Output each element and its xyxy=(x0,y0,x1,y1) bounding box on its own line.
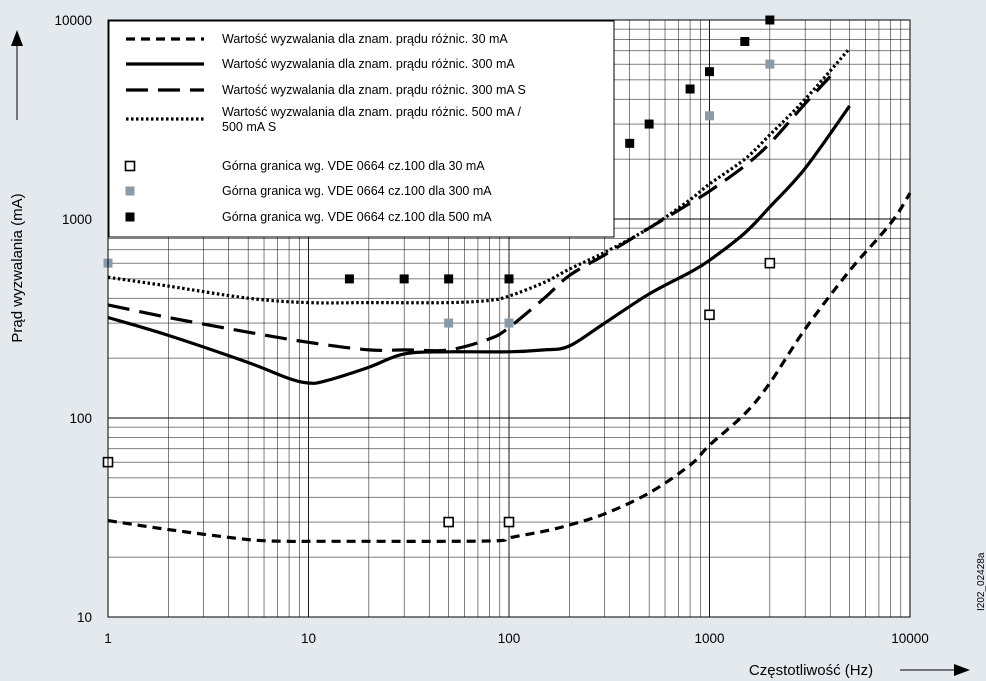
x-tick-label: 1000 xyxy=(694,631,724,646)
y-tick-label: 10 xyxy=(77,610,92,625)
series-point-6 xyxy=(444,274,454,284)
series-point-4 xyxy=(704,309,715,321)
series-point-5 xyxy=(765,59,775,69)
x-tick-label: 1 xyxy=(104,631,112,646)
ticks: 1 10 100 1000 10000 10 100 1000 10000 xyxy=(54,13,928,646)
y-tick-label: 1000 xyxy=(62,212,92,227)
x-tick-label: 100 xyxy=(498,631,521,646)
series-point-6 xyxy=(344,274,354,284)
legend-label: Wartość wyzwalania dla znam. prądu różni… xyxy=(222,32,508,46)
legend-label: Wartość wyzwalania dla znam. prądu różni… xyxy=(222,57,515,71)
legend-swatch xyxy=(125,212,135,222)
series-point-6 xyxy=(705,67,714,77)
legend: Wartość wyzwalania dla znam. prądu różni… xyxy=(108,20,615,238)
series-point-6 xyxy=(399,274,409,284)
series-point-4 xyxy=(443,516,454,528)
y-axis-title: Prąd wyzwalania (mA) xyxy=(9,30,26,343)
x-tick-label: 10000 xyxy=(891,631,929,646)
legend-label: Wartość wyzwalania dla znam. prądu różni… xyxy=(222,83,526,97)
series-point-5 xyxy=(444,318,454,328)
x-axis-arrow-icon xyxy=(954,664,970,676)
x-axis-title: Częstotliwość (Hz) xyxy=(749,662,970,679)
legend-swatch xyxy=(125,186,135,196)
series-point-6 xyxy=(685,84,695,94)
legend-swatch xyxy=(124,160,136,172)
y-axis-label: Prąd wyzwalania (mA) xyxy=(9,193,26,342)
y-axis-arrow-icon xyxy=(11,30,23,46)
x-axis-label: Częstotliwość (Hz) xyxy=(749,662,873,679)
series-line-1 xyxy=(107,104,851,385)
figure-code-label: I202_02428a xyxy=(976,552,986,611)
legend-label: Górna granica wg. VDE 0664 cz.100 dla 30… xyxy=(222,159,485,173)
legend-label: Górna granica wg. VDE 0664 cz.100 dla 30… xyxy=(222,184,492,198)
legend-label-line2: 500 mA S xyxy=(222,120,276,134)
legend-box xyxy=(108,20,615,238)
series-point-6 xyxy=(504,274,514,284)
y-tick-label: 100 xyxy=(69,411,92,426)
plot-border xyxy=(107,19,911,618)
y-tick-label: 10000 xyxy=(54,13,92,28)
series-point-4 xyxy=(764,257,776,269)
series-line-0 xyxy=(107,192,912,544)
series-line-2 xyxy=(107,75,832,353)
legend-label: Górna granica wg. VDE 0664 cz.100 dla 50… xyxy=(222,210,492,224)
series-point-6 xyxy=(740,36,750,46)
series-point-6 xyxy=(625,138,635,148)
series-point-6 xyxy=(644,119,654,129)
series-point-4 xyxy=(503,516,515,528)
legend-label: Wartość wyzwalania dla znam. prądu różni… xyxy=(222,105,521,119)
series-layer xyxy=(107,47,912,544)
series-point-5 xyxy=(705,111,714,121)
series-point-5 xyxy=(504,318,514,328)
x-tick-label: 10 xyxy=(301,631,316,646)
